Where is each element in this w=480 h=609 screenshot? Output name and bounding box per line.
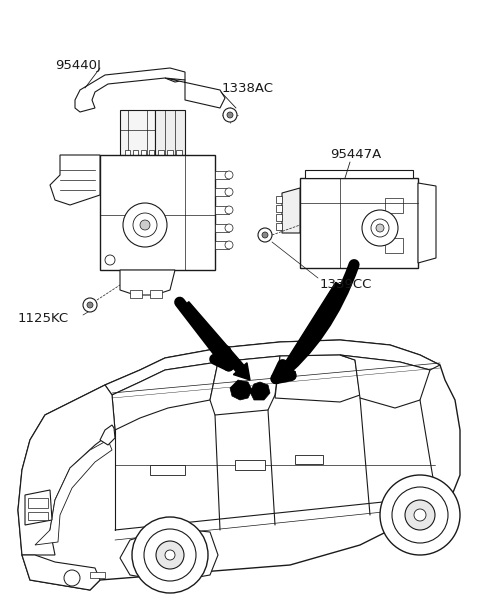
- Polygon shape: [112, 362, 218, 430]
- Polygon shape: [50, 155, 100, 205]
- Bar: [125, 150, 130, 155]
- Polygon shape: [282, 188, 300, 233]
- Polygon shape: [210, 356, 280, 415]
- Polygon shape: [120, 270, 175, 295]
- Text: 1338AC: 1338AC: [222, 82, 274, 94]
- Polygon shape: [300, 178, 418, 268]
- Bar: [149, 150, 154, 155]
- Circle shape: [156, 541, 184, 569]
- Polygon shape: [305, 170, 413, 178]
- Circle shape: [144, 529, 196, 581]
- Polygon shape: [105, 340, 440, 395]
- Polygon shape: [418, 183, 436, 263]
- Polygon shape: [100, 155, 215, 270]
- Circle shape: [376, 224, 384, 232]
- Polygon shape: [75, 68, 185, 112]
- Bar: [167, 150, 173, 155]
- Circle shape: [227, 112, 233, 118]
- Circle shape: [123, 203, 167, 247]
- Circle shape: [405, 500, 435, 530]
- Bar: [276, 223, 282, 230]
- Bar: [141, 150, 146, 155]
- FancyArrow shape: [181, 301, 250, 380]
- Circle shape: [83, 298, 97, 312]
- Bar: [235, 460, 265, 470]
- Polygon shape: [100, 425, 115, 445]
- Bar: [28, 512, 48, 520]
- Bar: [276, 214, 282, 221]
- Bar: [385, 198, 403, 213]
- Polygon shape: [165, 78, 225, 108]
- Circle shape: [392, 487, 448, 543]
- Bar: [90, 572, 105, 578]
- Text: 1339CC: 1339CC: [320, 278, 372, 292]
- Text: 95440J: 95440J: [55, 58, 101, 71]
- Bar: [215, 224, 229, 232]
- Polygon shape: [155, 110, 185, 155]
- Polygon shape: [22, 555, 100, 590]
- Circle shape: [380, 475, 460, 555]
- Bar: [276, 196, 282, 203]
- Bar: [385, 238, 403, 253]
- Circle shape: [414, 509, 426, 521]
- Circle shape: [165, 550, 175, 560]
- Polygon shape: [275, 355, 360, 402]
- Circle shape: [225, 188, 233, 196]
- Text: 1125KC: 1125KC: [18, 311, 69, 325]
- Circle shape: [225, 224, 233, 232]
- Bar: [28, 498, 48, 508]
- Text: 95447A: 95447A: [330, 149, 381, 161]
- Bar: [215, 188, 229, 196]
- Circle shape: [132, 517, 208, 593]
- Circle shape: [133, 213, 157, 237]
- Polygon shape: [120, 110, 155, 155]
- Polygon shape: [250, 382, 270, 400]
- Bar: [130, 290, 142, 298]
- Circle shape: [362, 210, 398, 246]
- Polygon shape: [382, 488, 458, 545]
- Circle shape: [258, 228, 272, 242]
- Circle shape: [225, 206, 233, 214]
- Polygon shape: [25, 490, 52, 525]
- Polygon shape: [35, 440, 112, 545]
- Polygon shape: [120, 528, 218, 582]
- Bar: [295, 455, 323, 464]
- Circle shape: [64, 570, 80, 586]
- Circle shape: [262, 232, 268, 238]
- Circle shape: [105, 255, 115, 265]
- Circle shape: [225, 241, 233, 249]
- Bar: [150, 465, 185, 475]
- Bar: [176, 150, 182, 155]
- Bar: [158, 150, 164, 155]
- Bar: [215, 171, 229, 179]
- Bar: [150, 290, 162, 298]
- Circle shape: [225, 171, 233, 179]
- Polygon shape: [340, 355, 430, 408]
- Bar: [215, 206, 229, 214]
- Polygon shape: [18, 385, 115, 555]
- Circle shape: [223, 108, 237, 122]
- Circle shape: [87, 302, 93, 308]
- Polygon shape: [18, 340, 460, 590]
- FancyArrow shape: [280, 283, 344, 380]
- Circle shape: [140, 220, 150, 230]
- Bar: [276, 205, 282, 212]
- Bar: [133, 150, 138, 155]
- Bar: [215, 241, 229, 249]
- Polygon shape: [230, 380, 252, 400]
- Circle shape: [371, 219, 389, 237]
